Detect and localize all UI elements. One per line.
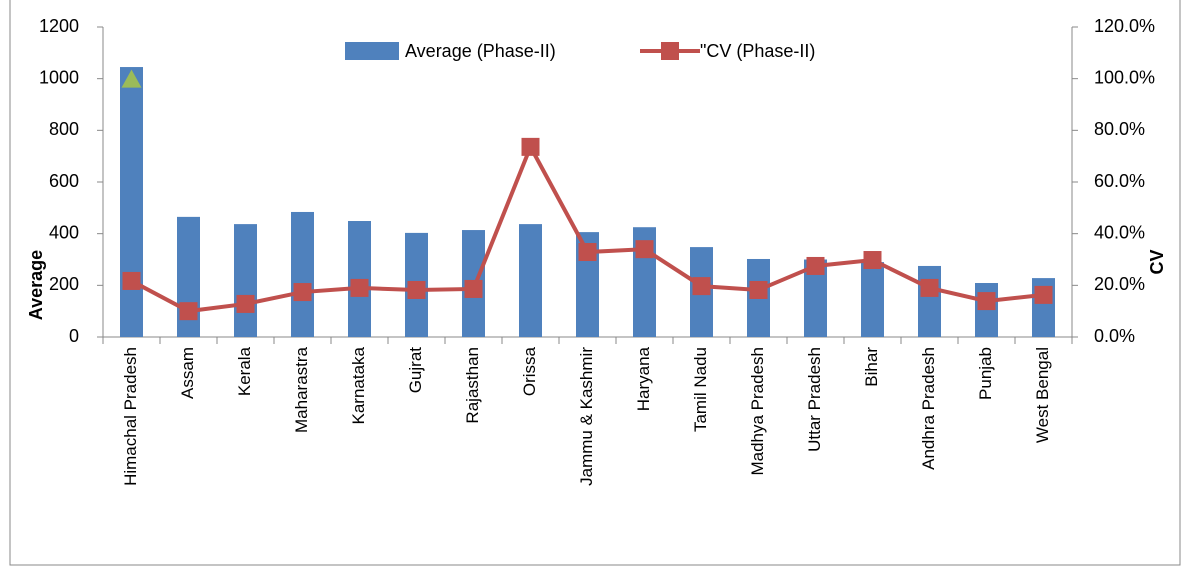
x-tick-label: Rajasthan	[463, 347, 482, 424]
y-tick-label: 400	[49, 222, 79, 242]
y-tick-label: 0	[69, 326, 79, 346]
y-tick-label: 1000	[39, 67, 79, 87]
cv-marker	[749, 280, 768, 299]
y2-tick-label: 0.0%	[1094, 326, 1135, 346]
y-tick-label: 800	[49, 119, 79, 139]
cv-marker	[977, 292, 996, 311]
chart-frame	[9, 0, 1181, 566]
bar	[861, 262, 884, 337]
y2-tick-label: 40.0%	[1094, 222, 1145, 242]
bar	[804, 259, 827, 337]
bar	[234, 224, 257, 337]
cv-marker	[521, 137, 540, 156]
legend-label: "CV (Phase-II)	[700, 41, 815, 61]
x-tick-label: Kerala	[235, 346, 254, 396]
cv-marker	[236, 294, 255, 313]
x-tick-label: Bihar	[862, 347, 881, 387]
bar	[918, 265, 941, 337]
y2-tick-label: 80.0%	[1094, 119, 1145, 139]
x-tick-label: Karnataka	[349, 346, 368, 424]
x-tick-label: Punjab	[976, 347, 995, 400]
y2-tick-label: 100.0%	[1094, 67, 1155, 87]
triangle-marker	[121, 69, 142, 88]
legend-marker	[661, 42, 679, 60]
legend-swatch	[345, 42, 399, 60]
x-tick-label: Haryana	[634, 346, 653, 411]
cv-marker	[407, 280, 426, 299]
cv-marker	[863, 251, 882, 270]
x-tick-label: Himachal Pradesh	[121, 347, 140, 486]
y-tick-label: 600	[49, 171, 79, 191]
cv-marker	[464, 279, 483, 298]
cv-marker	[293, 283, 312, 302]
cv-marker	[122, 271, 141, 290]
x-tick-label: Orissa	[520, 346, 539, 396]
cv-marker	[1034, 285, 1053, 304]
y-axis-label: Average	[26, 250, 46, 320]
x-tick-label: Jammu & Kashmir	[577, 347, 596, 486]
y2-tick-label: 120.0%	[1094, 16, 1155, 36]
x-tick-label: West Bengal	[1033, 347, 1052, 443]
bar	[120, 67, 143, 338]
cv-marker	[350, 278, 369, 297]
x-tick-label: Tamil Nadu	[691, 347, 710, 432]
x-tick-label: Madhya Pradesh	[748, 347, 767, 476]
y-tick-label: 1200	[39, 16, 79, 36]
bar	[291, 211, 314, 337]
cv-marker	[179, 302, 198, 321]
cv-marker	[578, 243, 597, 262]
x-tick-label: Maharastra	[292, 346, 311, 433]
legend-label: Average (Phase-II)	[405, 41, 556, 61]
x-tick-label: Assam	[178, 347, 197, 399]
y-tick-label: 200	[49, 274, 79, 294]
x-tick-label: Andhra Pradesh	[919, 347, 938, 470]
x-tick-label: Gujrat	[406, 347, 425, 394]
cv-marker	[806, 256, 825, 275]
y2-axis-label: CV	[1147, 249, 1167, 274]
cv-marker	[920, 278, 939, 297]
cv-marker	[692, 277, 711, 296]
y2-tick-label: 60.0%	[1094, 171, 1145, 191]
bar	[519, 224, 542, 337]
x-tick-label: Uttar Pradesh	[805, 347, 824, 452]
cv-marker	[635, 240, 654, 259]
y2-tick-label: 20.0%	[1094, 274, 1145, 294]
